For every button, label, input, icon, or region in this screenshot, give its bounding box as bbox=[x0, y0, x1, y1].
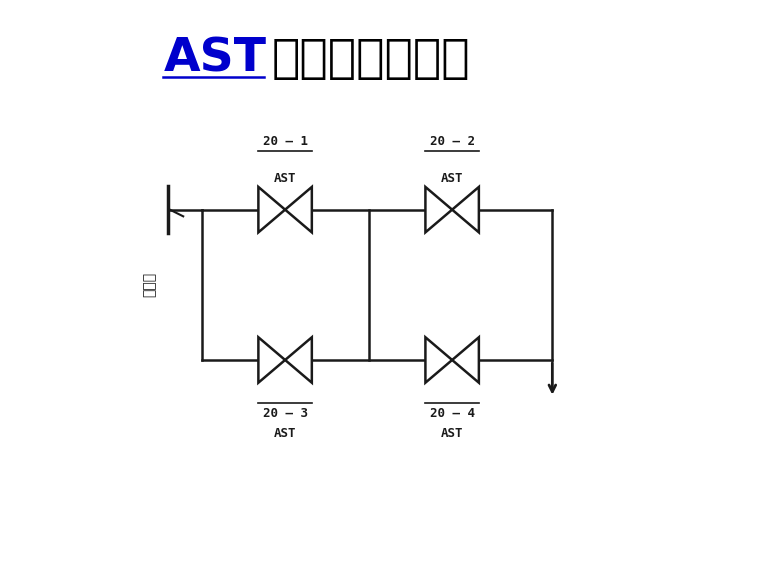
Text: 20 – 4: 20 – 4 bbox=[429, 407, 475, 420]
Polygon shape bbox=[452, 337, 479, 383]
Text: 电磁阀连接方式: 电磁阀连接方式 bbox=[272, 37, 470, 82]
Text: AST: AST bbox=[441, 172, 464, 185]
Polygon shape bbox=[285, 337, 312, 383]
Text: AST: AST bbox=[274, 172, 296, 185]
Text: AST: AST bbox=[163, 37, 267, 82]
Text: 20 – 1: 20 – 1 bbox=[263, 135, 308, 148]
Text: 20 – 2: 20 – 2 bbox=[429, 135, 475, 148]
Text: 安全油: 安全油 bbox=[143, 272, 157, 297]
Polygon shape bbox=[426, 187, 452, 232]
Polygon shape bbox=[452, 187, 479, 232]
Text: AST: AST bbox=[441, 427, 464, 440]
Polygon shape bbox=[285, 187, 312, 232]
Text: 20 – 3: 20 – 3 bbox=[263, 407, 308, 420]
Polygon shape bbox=[258, 337, 285, 383]
Text: AST: AST bbox=[274, 427, 296, 440]
Polygon shape bbox=[426, 337, 452, 383]
Polygon shape bbox=[258, 187, 285, 232]
